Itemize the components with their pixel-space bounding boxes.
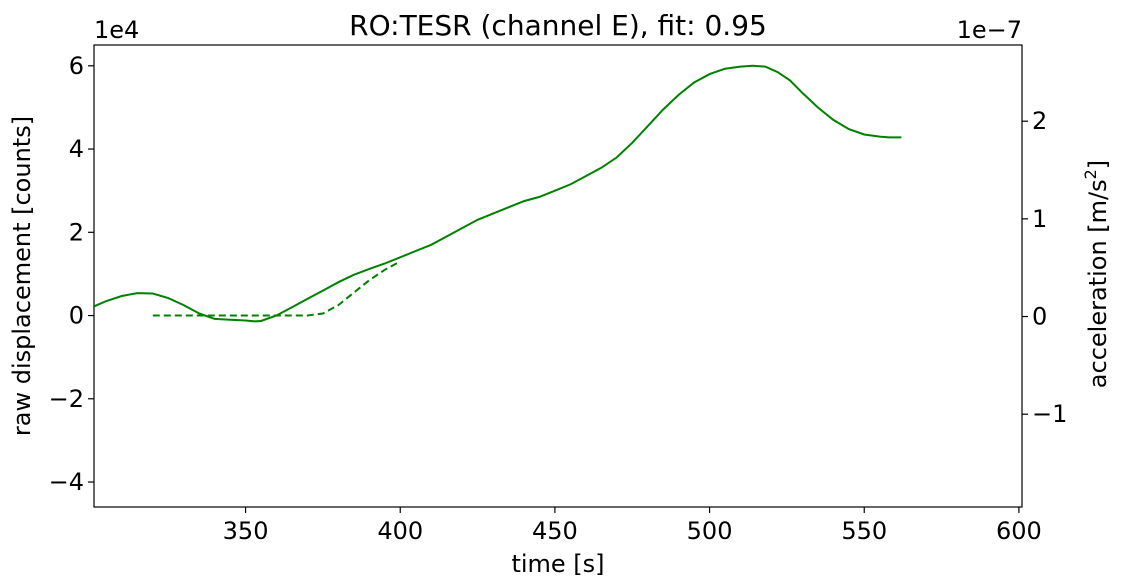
x-tick-label: 400 <box>377 517 423 545</box>
x-tick-label: 350 <box>223 517 269 545</box>
x-tick-label: 600 <box>996 517 1042 545</box>
y-right-tick-label: 0 <box>1032 303 1047 331</box>
y-axis-right-label-end: ] <box>1084 160 1112 169</box>
y-axis-right-label: acceleration [m/s2] <box>1081 160 1112 388</box>
y-left-tick-label: 6 <box>69 52 84 80</box>
y-left-tick-label: −2 <box>49 385 84 413</box>
y-left-tick-label: 4 <box>69 135 84 163</box>
right-axis-offset-text: 1e−7 <box>957 16 1022 44</box>
chart-title: RO:TESR (channel E), fit: 0.95 <box>349 9 767 42</box>
x-axis-label: time [s] <box>511 550 604 578</box>
series-line-solid <box>94 64 902 323</box>
y-axis-left-label: raw displacement [counts] <box>8 116 36 436</box>
y-right-tick-label: 1 <box>1032 205 1047 233</box>
y-left-tick-label: 0 <box>69 302 84 330</box>
y-axis-right-label-main: acceleration [m/s <box>1084 179 1112 388</box>
x-tick-label: 500 <box>687 517 733 545</box>
y-right-tick-label: 2 <box>1032 107 1047 135</box>
left-axis-offset-text: 1e4 <box>94 16 139 44</box>
x-tick-label: 450 <box>532 517 578 545</box>
y-left-tick-label: 2 <box>69 218 84 246</box>
plot-frame <box>93 44 1023 508</box>
y-right-tick-label: −1 <box>1032 400 1067 428</box>
y-left-tick-label: −4 <box>49 468 84 496</box>
x-tick-label: 550 <box>841 517 887 545</box>
y-axis-right-label-sup: 2 <box>1081 169 1100 179</box>
series-line-dashed <box>152 260 401 317</box>
